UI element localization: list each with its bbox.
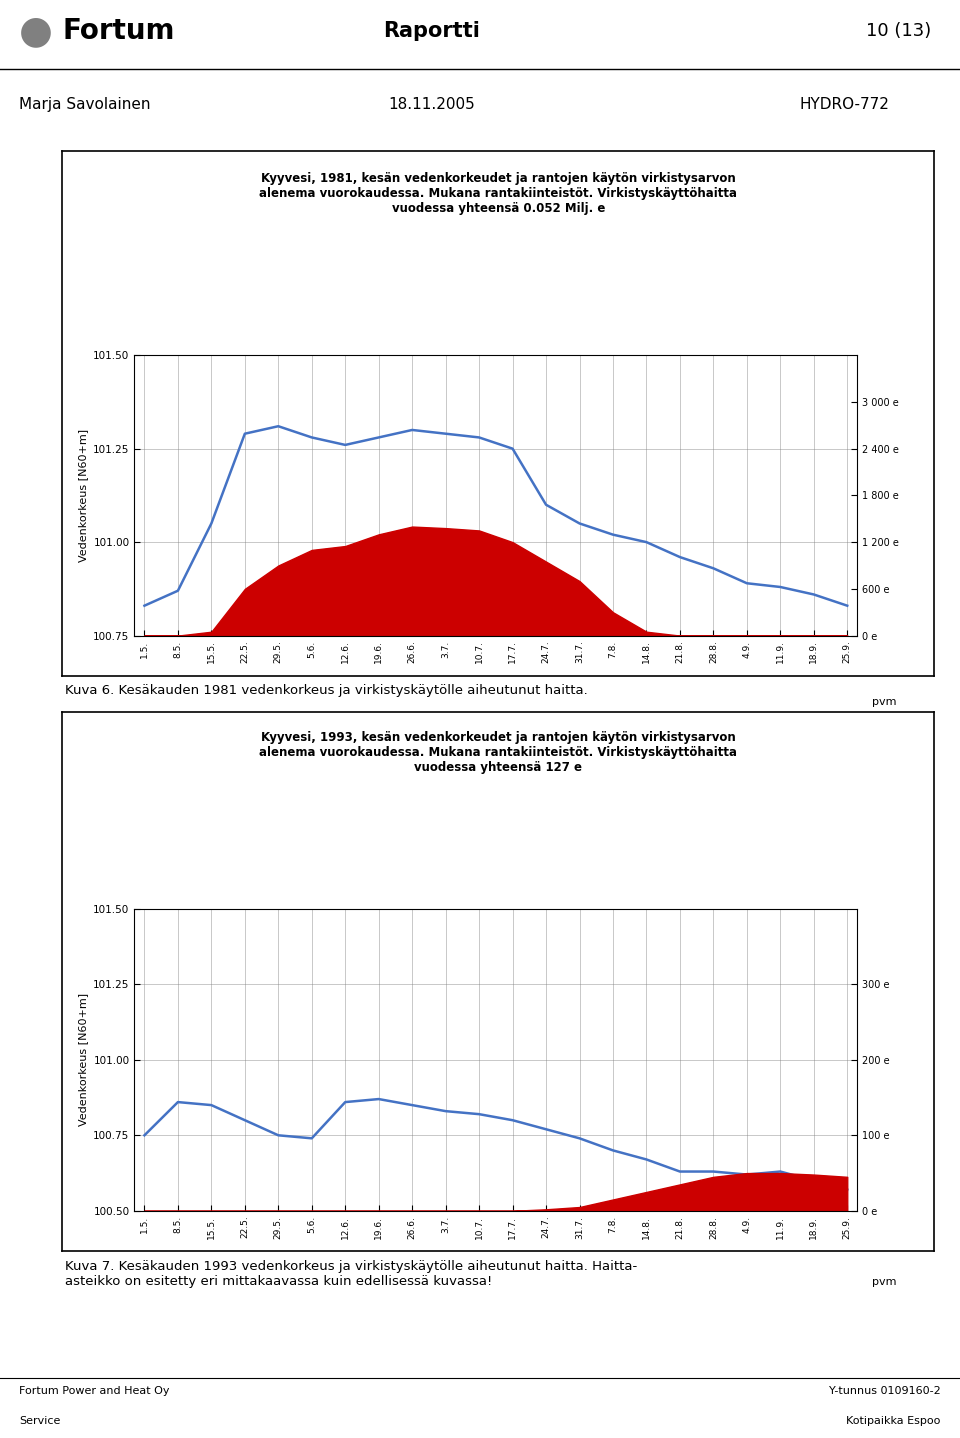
Text: Kuva 7. Kesäkauden 1993 vedenkorkeus ja virkistyskäytölle aiheutunut haitta. Hai: Kuva 7. Kesäkauden 1993 vedenkorkeus ja … xyxy=(65,1260,637,1287)
Text: HYDRO-772: HYDRO-772 xyxy=(800,96,890,112)
Text: Service: Service xyxy=(19,1416,60,1425)
Y-axis label: Vedenkorkeus [N60+m]: Vedenkorkeus [N60+m] xyxy=(78,994,87,1126)
Text: Kyyvesi, 1993, kesän vedenkorkeudet ja rantojen käytön virkistysarvon
alenema vu: Kyyvesi, 1993, kesän vedenkorkeudet ja r… xyxy=(259,731,737,774)
Text: Marja Savolainen: Marja Savolainen xyxy=(19,96,151,112)
Text: 10 (13): 10 (13) xyxy=(866,22,931,40)
Text: Fortum Power and Heat Oy: Fortum Power and Heat Oy xyxy=(19,1386,170,1395)
Y-axis label: Vedenkorkeus [N60+m]: Vedenkorkeus [N60+m] xyxy=(78,429,87,562)
Text: Fortum: Fortum xyxy=(62,17,175,45)
Text: pvm: pvm xyxy=(872,1277,897,1287)
Text: 18.11.2005: 18.11.2005 xyxy=(389,96,475,112)
Text: Raportti: Raportti xyxy=(384,22,480,42)
Text: Y-tunnus 0109160-2: Y-tunnus 0109160-2 xyxy=(829,1386,941,1395)
Text: Kotipaikka Espoo: Kotipaikka Espoo xyxy=(847,1416,941,1425)
Text: Kuva 6. Kesäkauden 1981 vedenkorkeus ja virkistyskäytölle aiheutunut haitta.: Kuva 6. Kesäkauden 1981 vedenkorkeus ja … xyxy=(65,684,588,697)
Text: pvm: pvm xyxy=(872,697,897,707)
Text: Kyyvesi, 1981, kesän vedenkorkeudet ja rantojen käytön virkistysarvon
alenema vu: Kyyvesi, 1981, kesän vedenkorkeudet ja r… xyxy=(259,173,737,216)
Text: ●: ● xyxy=(19,12,53,50)
